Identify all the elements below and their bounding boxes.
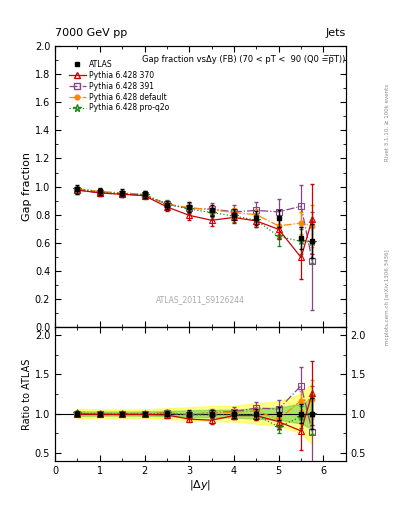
Text: Jets: Jets [325,28,346,38]
X-axis label: |$\Delta y$|: |$\Delta y$| [189,478,211,493]
Text: Rivet 3.1.10, ≥ 100k events: Rivet 3.1.10, ≥ 100k events [385,84,390,161]
Legend: ATLAS, Pythia 6.428 370, Pythia 6.428 391, Pythia 6.428 default, Pythia 6.428 pr: ATLAS, Pythia 6.428 370, Pythia 6.428 39… [68,58,171,114]
Text: Gap fraction vsΔy (FB) (70 < pT <  90 (Q0 =̅p̅T̅)): Gap fraction vsΔy (FB) (70 < pT < 90 (Q0… [142,54,345,63]
Y-axis label: Ratio to ATLAS: Ratio to ATLAS [22,358,32,430]
Y-axis label: Gap fraction: Gap fraction [22,152,32,221]
Text: 7000 GeV pp: 7000 GeV pp [55,28,127,38]
Text: mcplots.cern.ch [arXiv:1306.3436]: mcplots.cern.ch [arXiv:1306.3436] [385,249,390,345]
Text: ATLAS_2011_S9126244: ATLAS_2011_S9126244 [156,295,245,305]
